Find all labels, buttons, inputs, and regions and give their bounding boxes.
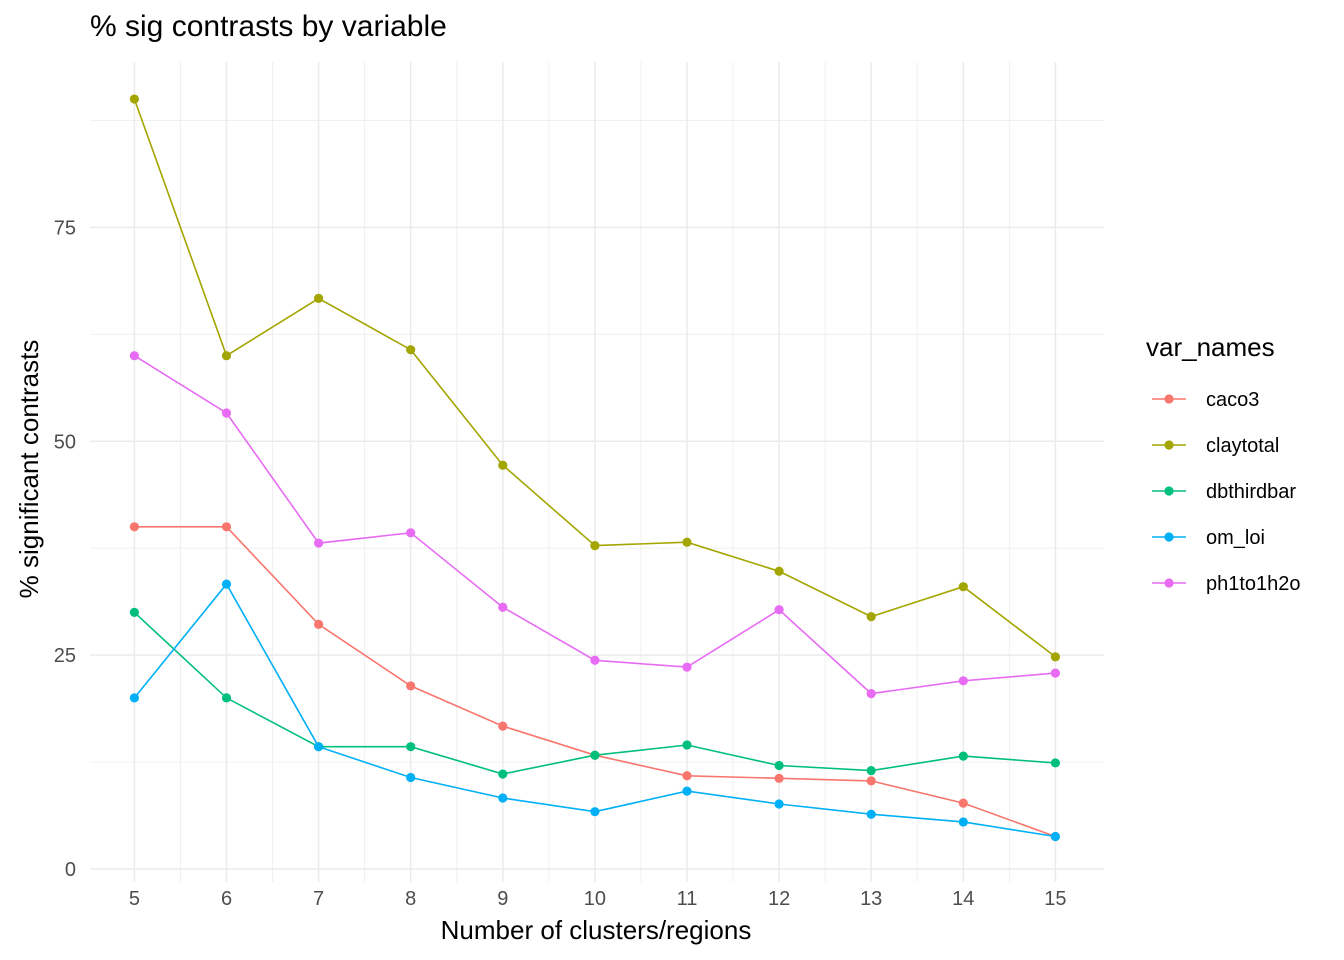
data-point-ph1to1h2o <box>221 408 232 418</box>
data-point-caco3 <box>129 522 139 532</box>
data-point-ph1to1h2o <box>406 528 416 538</box>
data-point-claytotal <box>682 537 692 547</box>
data-point-dbthirdbar <box>958 751 968 761</box>
legend-item-ph1to1h2o: ph1to1h2o <box>1152 573 1301 595</box>
x-tick-label: 9 <box>497 888 508 910</box>
x-tick-label: 11 <box>677 888 698 910</box>
data-point-om_loi <box>498 793 508 803</box>
data-point-om_loi <box>866 809 876 819</box>
data-point-om_loi <box>682 786 692 796</box>
series-claytotal <box>129 94 1060 662</box>
legend-item-caco3: caco3 <box>1152 389 1259 411</box>
y-tick-label: 75 <box>54 217 76 239</box>
data-point-ph1to1h2o <box>129 351 139 361</box>
y-axis-ticks: 0 25 50 75 <box>54 217 76 881</box>
data-point-om_loi <box>590 807 600 817</box>
series-om_loi <box>129 579 1060 842</box>
y-tick-label: 50 <box>54 431 76 453</box>
data-point-ph1to1h2o <box>590 655 600 665</box>
data-point-om_loi <box>774 799 784 809</box>
x-axis-ticks: 5 6 7 8 9 10 11 12 13 14 15 <box>129 888 1067 910</box>
data-point-claytotal <box>774 566 784 576</box>
data-point-ph1to1h2o <box>866 689 876 699</box>
data-point-om_loi <box>129 693 139 703</box>
x-tick-label: 13 <box>860 888 882 910</box>
legend-label: om_loi <box>1206 527 1265 549</box>
legend-key-point <box>1164 486 1174 496</box>
data-point-caco3 <box>314 619 324 629</box>
data-point-om_loi <box>406 772 416 783</box>
chart-title: % sig contrasts by variable <box>90 10 447 43</box>
data-point-caco3 <box>774 773 784 783</box>
series-dbthirdbar <box>129 607 1060 779</box>
legend-label: ph1to1h2o <box>1206 573 1301 595</box>
data-point-caco3 <box>866 776 876 786</box>
data-point-ph1to1h2o <box>958 676 968 686</box>
legend-title: var_names <box>1146 332 1275 362</box>
legend-item-claytotal: claytotal <box>1152 435 1279 457</box>
legend-key-point <box>1164 578 1174 588</box>
data-point-claytotal <box>590 541 600 551</box>
x-tick-label: 7 <box>313 888 324 910</box>
data-point-caco3 <box>498 721 508 731</box>
data-point-dbthirdbar <box>129 607 139 617</box>
major-gridlines <box>90 62 1104 882</box>
x-tick-label: 14 <box>952 888 974 910</box>
y-tick-label: 25 <box>54 645 76 667</box>
legend: var_names caco3 claytotal dbthirdbar om_loi… <box>1146 332 1301 595</box>
x-tick-label: 12 <box>768 888 790 910</box>
x-tick-label: 10 <box>584 888 606 910</box>
legend-label: claytotal <box>1206 435 1279 457</box>
data-point-dbthirdbar <box>682 740 692 750</box>
data-point-dbthirdbar <box>498 769 508 779</box>
legend-label: dbthirdbar <box>1206 481 1296 503</box>
data-point-om_loi <box>958 817 968 827</box>
minor-gridlines <box>90 62 1104 882</box>
data-point-ph1to1h2o <box>774 605 784 615</box>
y-tick-label: 0 <box>65 859 76 881</box>
data-point-claytotal <box>958 582 968 592</box>
legend-key-point <box>1164 532 1174 542</box>
data-point-claytotal <box>129 94 139 104</box>
data-point-claytotal <box>406 345 416 355</box>
x-axis-title: Number of clusters/regions <box>441 915 752 945</box>
data-point-ph1to1h2o <box>682 662 692 672</box>
data-point-om_loi <box>314 742 324 752</box>
data-point-claytotal <box>221 351 232 361</box>
data-point-dbthirdbar <box>1050 758 1060 768</box>
data-point-caco3 <box>958 798 968 808</box>
data-point-dbthirdbar <box>590 750 600 760</box>
data-point-claytotal <box>1050 652 1060 662</box>
y-axis-title: % significant contrasts <box>14 340 44 599</box>
data-point-dbthirdbar <box>406 742 416 752</box>
legend-items: caco3 claytotal dbthirdbar om_loi ph1to1h2o <box>1152 389 1301 595</box>
legend-item-dbthirdbar: dbthirdbar <box>1152 481 1296 503</box>
data-point-dbthirdbar <box>866 766 876 776</box>
series-ph1to1h2o <box>129 351 1060 699</box>
data-point-caco3 <box>406 681 416 691</box>
data-point-ph1to1h2o <box>314 538 324 548</box>
data-point-ph1to1h2o <box>498 602 508 612</box>
data-point-ph1to1h2o <box>1050 668 1060 678</box>
x-tick-label: 5 <box>129 888 140 910</box>
data-point-claytotal <box>314 293 324 303</box>
x-tick-label: 15 <box>1044 888 1066 910</box>
data-point-dbthirdbar <box>221 693 232 703</box>
data-point-om_loi <box>1050 831 1060 842</box>
data-point-claytotal <box>866 612 876 622</box>
legend-label: caco3 <box>1206 389 1259 411</box>
legend-key-point <box>1164 394 1174 404</box>
series-layer <box>129 94 1060 842</box>
x-tick-label: 8 <box>405 888 416 910</box>
data-point-om_loi <box>221 579 232 589</box>
data-point-dbthirdbar <box>774 760 784 771</box>
x-tick-label: 6 <box>221 888 232 910</box>
data-point-caco3 <box>221 522 232 532</box>
data-point-claytotal <box>498 460 508 470</box>
data-point-caco3 <box>682 771 692 781</box>
legend-item-om_loi: om_loi <box>1152 527 1265 549</box>
legend-key-point <box>1164 440 1174 450</box>
